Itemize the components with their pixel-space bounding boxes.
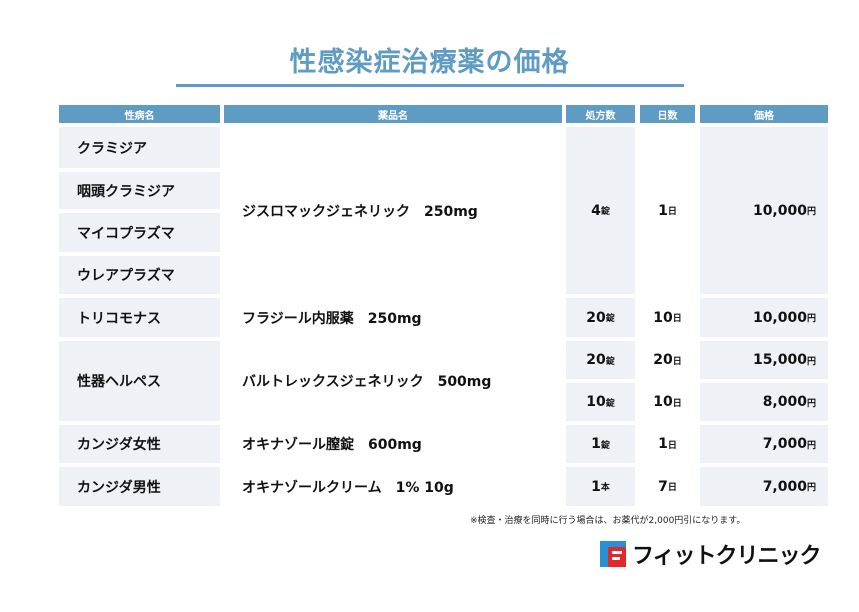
price-cell: 8,000 円 [700,383,828,421]
header-days: 日数 [640,105,695,123]
count-cell: 20 錠 [566,341,635,379]
days-cell: 20 日 [640,341,695,379]
days-cell: 10 日 [640,298,695,337]
drug-cell: フラジール内服薬 250mg [224,298,562,337]
disease-cell: 咽頭クラミジア [59,172,220,209]
header-drug: 薬品名 [224,105,562,123]
price-cell: 7,000 円 [700,467,828,506]
clinic-logo: フィットクリニック [600,538,822,570]
page-title: 性感染症治療薬の価格 [289,47,570,78]
header-disease: 性病名 [59,105,220,123]
disease-cell: カンジダ男性 [59,467,220,506]
drug-cell: オキナゾールクリーム 1% 10g [224,467,562,506]
logo-text: フィットクリニック [632,544,822,569]
disease-cell: ウレアプラズマ [59,256,220,294]
title-underline [176,84,684,87]
price-cell: 10,000 円 [700,298,828,337]
disease-cell: クラミジア [59,127,220,168]
header-price: 価格 [700,105,828,123]
count-cell: 10 錠 [566,383,635,421]
drug-cell: オキナゾール膣錠 600mg [224,425,562,463]
disease-cell: トリコモナス [59,298,220,337]
logo-mark-icon [600,541,626,567]
drug-cell: バルトレックスジェネリック 500mg [224,341,562,421]
discount-note: ※検査・治療を同時に行う場合は、お薬代が2,000円引になります。 [470,516,746,526]
disease-cell: マイコプラズマ [59,213,220,252]
count-cell: 20 錠 [566,298,635,337]
price-cell: 10,000 円 [700,127,828,294]
disease-cell: 性器ヘルペス [59,341,220,421]
days-cell: 10 日 [640,383,695,421]
disease-cell: カンジダ女性 [59,425,220,463]
price-cell: 7,000 円 [700,425,828,463]
header-count: 処方数 [566,105,635,123]
drug-cell: ジスロマックジェネリック 250mg [224,127,562,294]
price-cell: 15,000 円 [700,341,828,379]
